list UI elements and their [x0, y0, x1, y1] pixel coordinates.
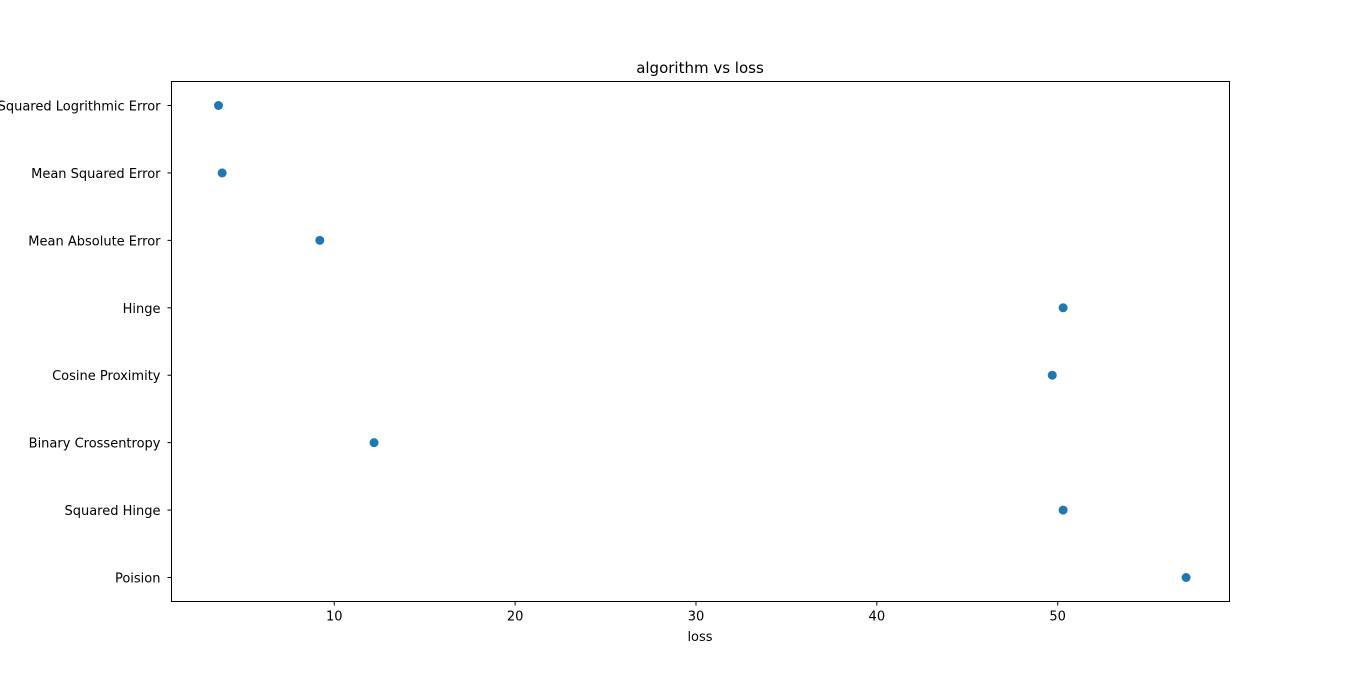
- x-tick-label: 50: [1049, 610, 1066, 625]
- y-tick-label: Binary Crossentropy: [29, 437, 161, 452]
- x-tick-label: 20: [507, 610, 524, 625]
- data-points: [214, 101, 1191, 582]
- data-point: [315, 235, 325, 245]
- chart-title: algorithm vs loss: [636, 59, 764, 77]
- data-point: [1181, 573, 1191, 582]
- data-point: [217, 168, 227, 178]
- y-tick-label: Mean Squared Logrithmic Error: [0, 100, 161, 115]
- x-tick-label: 10: [326, 610, 343, 625]
- x-tick-label: 30: [688, 610, 705, 625]
- x-axis: 10 20 30 40 50: [326, 601, 1066, 625]
- data-point: [369, 438, 379, 448]
- y-axis: Mean Squared Logrithmic Error Mean Square…: [0, 100, 172, 587]
- y-tick-label: Cosine Proximity: [52, 369, 161, 384]
- y-tick-label: Mean Squared Error: [31, 167, 161, 182]
- x-axis-label: loss: [687, 630, 712, 645]
- y-tick-label: Poision: [115, 572, 161, 587]
- y-tick-label: Squared Hinge: [64, 504, 160, 519]
- x-tick-label: 40: [869, 610, 886, 625]
- y-tick-label: Mean Absolute Error: [28, 234, 161, 249]
- y-tick-label: Hinge: [123, 302, 161, 317]
- data-point: [1058, 505, 1068, 515]
- plot-area: [171, 81, 1230, 602]
- data-point: [1047, 370, 1057, 380]
- data-point: [214, 101, 224, 110]
- data-point: [1058, 303, 1068, 313]
